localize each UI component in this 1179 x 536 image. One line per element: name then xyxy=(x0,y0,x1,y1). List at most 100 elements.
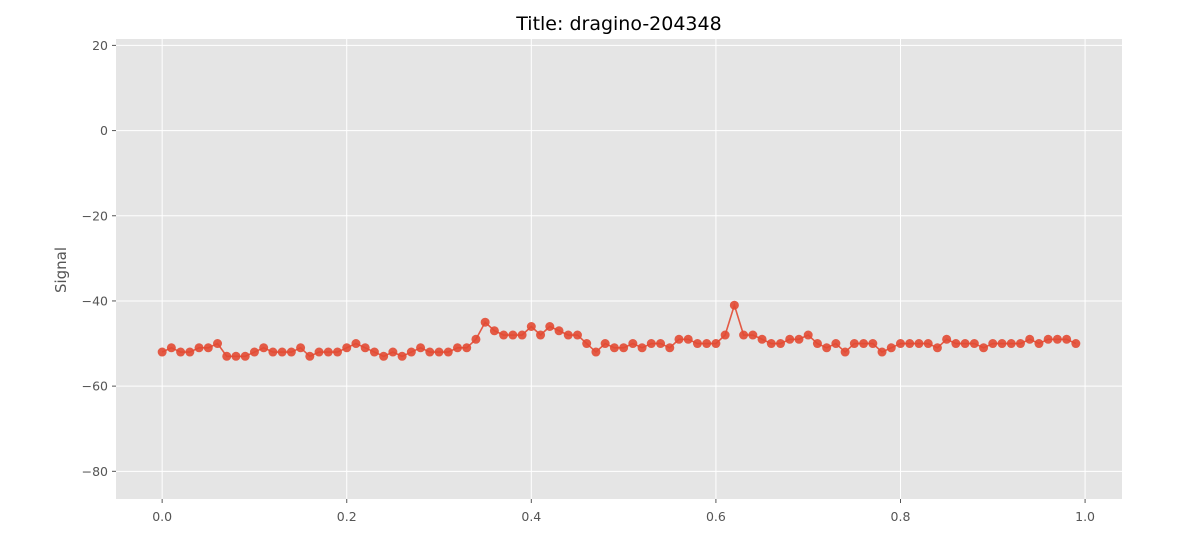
data-point xyxy=(286,347,296,357)
data-point xyxy=(1025,334,1035,344)
data-point xyxy=(554,326,564,336)
data-point xyxy=(222,351,232,361)
data-point xyxy=(508,330,518,340)
data-point xyxy=(969,339,979,349)
data-point xyxy=(369,347,379,357)
data-point xyxy=(812,339,822,349)
data-point xyxy=(342,343,352,353)
data-point xyxy=(213,339,223,349)
y-tick-label: −20 xyxy=(82,208,108,223)
data-point xyxy=(1034,339,1044,349)
data-point xyxy=(388,347,398,357)
data-point xyxy=(249,347,259,357)
data-point xyxy=(185,347,195,357)
data-point xyxy=(397,351,407,361)
data-point xyxy=(803,330,813,340)
data-point xyxy=(942,334,952,344)
data-point xyxy=(609,343,619,353)
data-point xyxy=(1062,334,1072,344)
data-point xyxy=(314,347,324,357)
data-point xyxy=(840,347,850,357)
data-point xyxy=(499,330,509,340)
data-point xyxy=(572,330,582,340)
data-point xyxy=(877,347,887,357)
data-point xyxy=(591,347,601,357)
data-point xyxy=(425,347,435,357)
data-point xyxy=(416,343,426,353)
data-point xyxy=(452,343,462,353)
data-point xyxy=(794,334,804,344)
x-tick-label: 0.6 xyxy=(706,509,726,524)
data-point xyxy=(665,343,675,353)
data-point xyxy=(896,339,905,349)
data-point xyxy=(692,339,702,349)
data-point xyxy=(379,351,389,361)
grid-lines xyxy=(116,39,1122,499)
data-point xyxy=(702,339,712,349)
data-point xyxy=(729,300,739,310)
data-point xyxy=(868,339,878,349)
data-point xyxy=(951,339,961,349)
series-group xyxy=(157,300,1081,361)
data-point xyxy=(323,347,333,357)
x-tick-label: 0.0 xyxy=(152,509,172,524)
data-point xyxy=(637,343,647,353)
data-point xyxy=(748,330,758,340)
data-point xyxy=(619,343,629,353)
y-tick-label: −80 xyxy=(82,464,108,479)
data-point xyxy=(563,330,573,340)
data-point xyxy=(646,339,656,349)
data-point xyxy=(683,334,693,344)
x-tick-label: 1.0 xyxy=(1075,509,1095,524)
x-tick-label: 0.2 xyxy=(337,509,357,524)
data-point xyxy=(785,334,795,344)
data-point xyxy=(674,334,684,344)
axis-ticks: 0.0 0.2 0.4 0.6 0.8 1.0 20 0 −20 −40 −60 −80 xyxy=(82,38,1095,524)
data-point xyxy=(489,326,499,336)
data-point xyxy=(296,343,306,353)
data-point xyxy=(1006,339,1016,349)
x-tick-label: 0.8 xyxy=(891,509,911,524)
data-point xyxy=(849,339,859,349)
data-point xyxy=(526,322,536,331)
chart-title: Title: dragino-204348 xyxy=(515,13,721,35)
data-point xyxy=(462,343,472,353)
data-point xyxy=(471,334,481,344)
data-point xyxy=(203,343,213,353)
data-point xyxy=(1052,334,1062,344)
data-point xyxy=(997,339,1007,349)
data-point xyxy=(351,339,361,349)
data-point xyxy=(360,343,370,353)
data-point xyxy=(960,339,970,349)
data-point xyxy=(176,347,186,357)
y-tick-label: −40 xyxy=(82,293,108,308)
y-tick-label: −60 xyxy=(82,379,108,394)
data-point xyxy=(711,339,721,349)
data-point xyxy=(517,330,527,340)
data-point xyxy=(259,343,269,353)
data-point xyxy=(443,347,453,357)
data-point xyxy=(480,317,490,327)
data-point xyxy=(914,339,924,349)
data-point xyxy=(240,351,250,361)
data-point xyxy=(166,343,176,353)
data-point xyxy=(822,343,832,353)
data-point xyxy=(923,339,933,349)
x-tick-label: 0.4 xyxy=(521,509,541,524)
data-point xyxy=(1071,339,1081,349)
data-point xyxy=(831,339,841,349)
data-point xyxy=(886,343,896,353)
data-point xyxy=(720,330,730,340)
data-point xyxy=(582,339,592,349)
data-point xyxy=(545,322,555,331)
data-point xyxy=(905,339,915,349)
data-point xyxy=(268,347,278,357)
data-point xyxy=(628,339,638,349)
y-tick-label: 0 xyxy=(100,123,108,138)
series-line xyxy=(161,302,1077,358)
y-axis-label: Signal xyxy=(52,247,70,293)
data-point xyxy=(231,351,241,361)
data-point xyxy=(333,347,342,357)
